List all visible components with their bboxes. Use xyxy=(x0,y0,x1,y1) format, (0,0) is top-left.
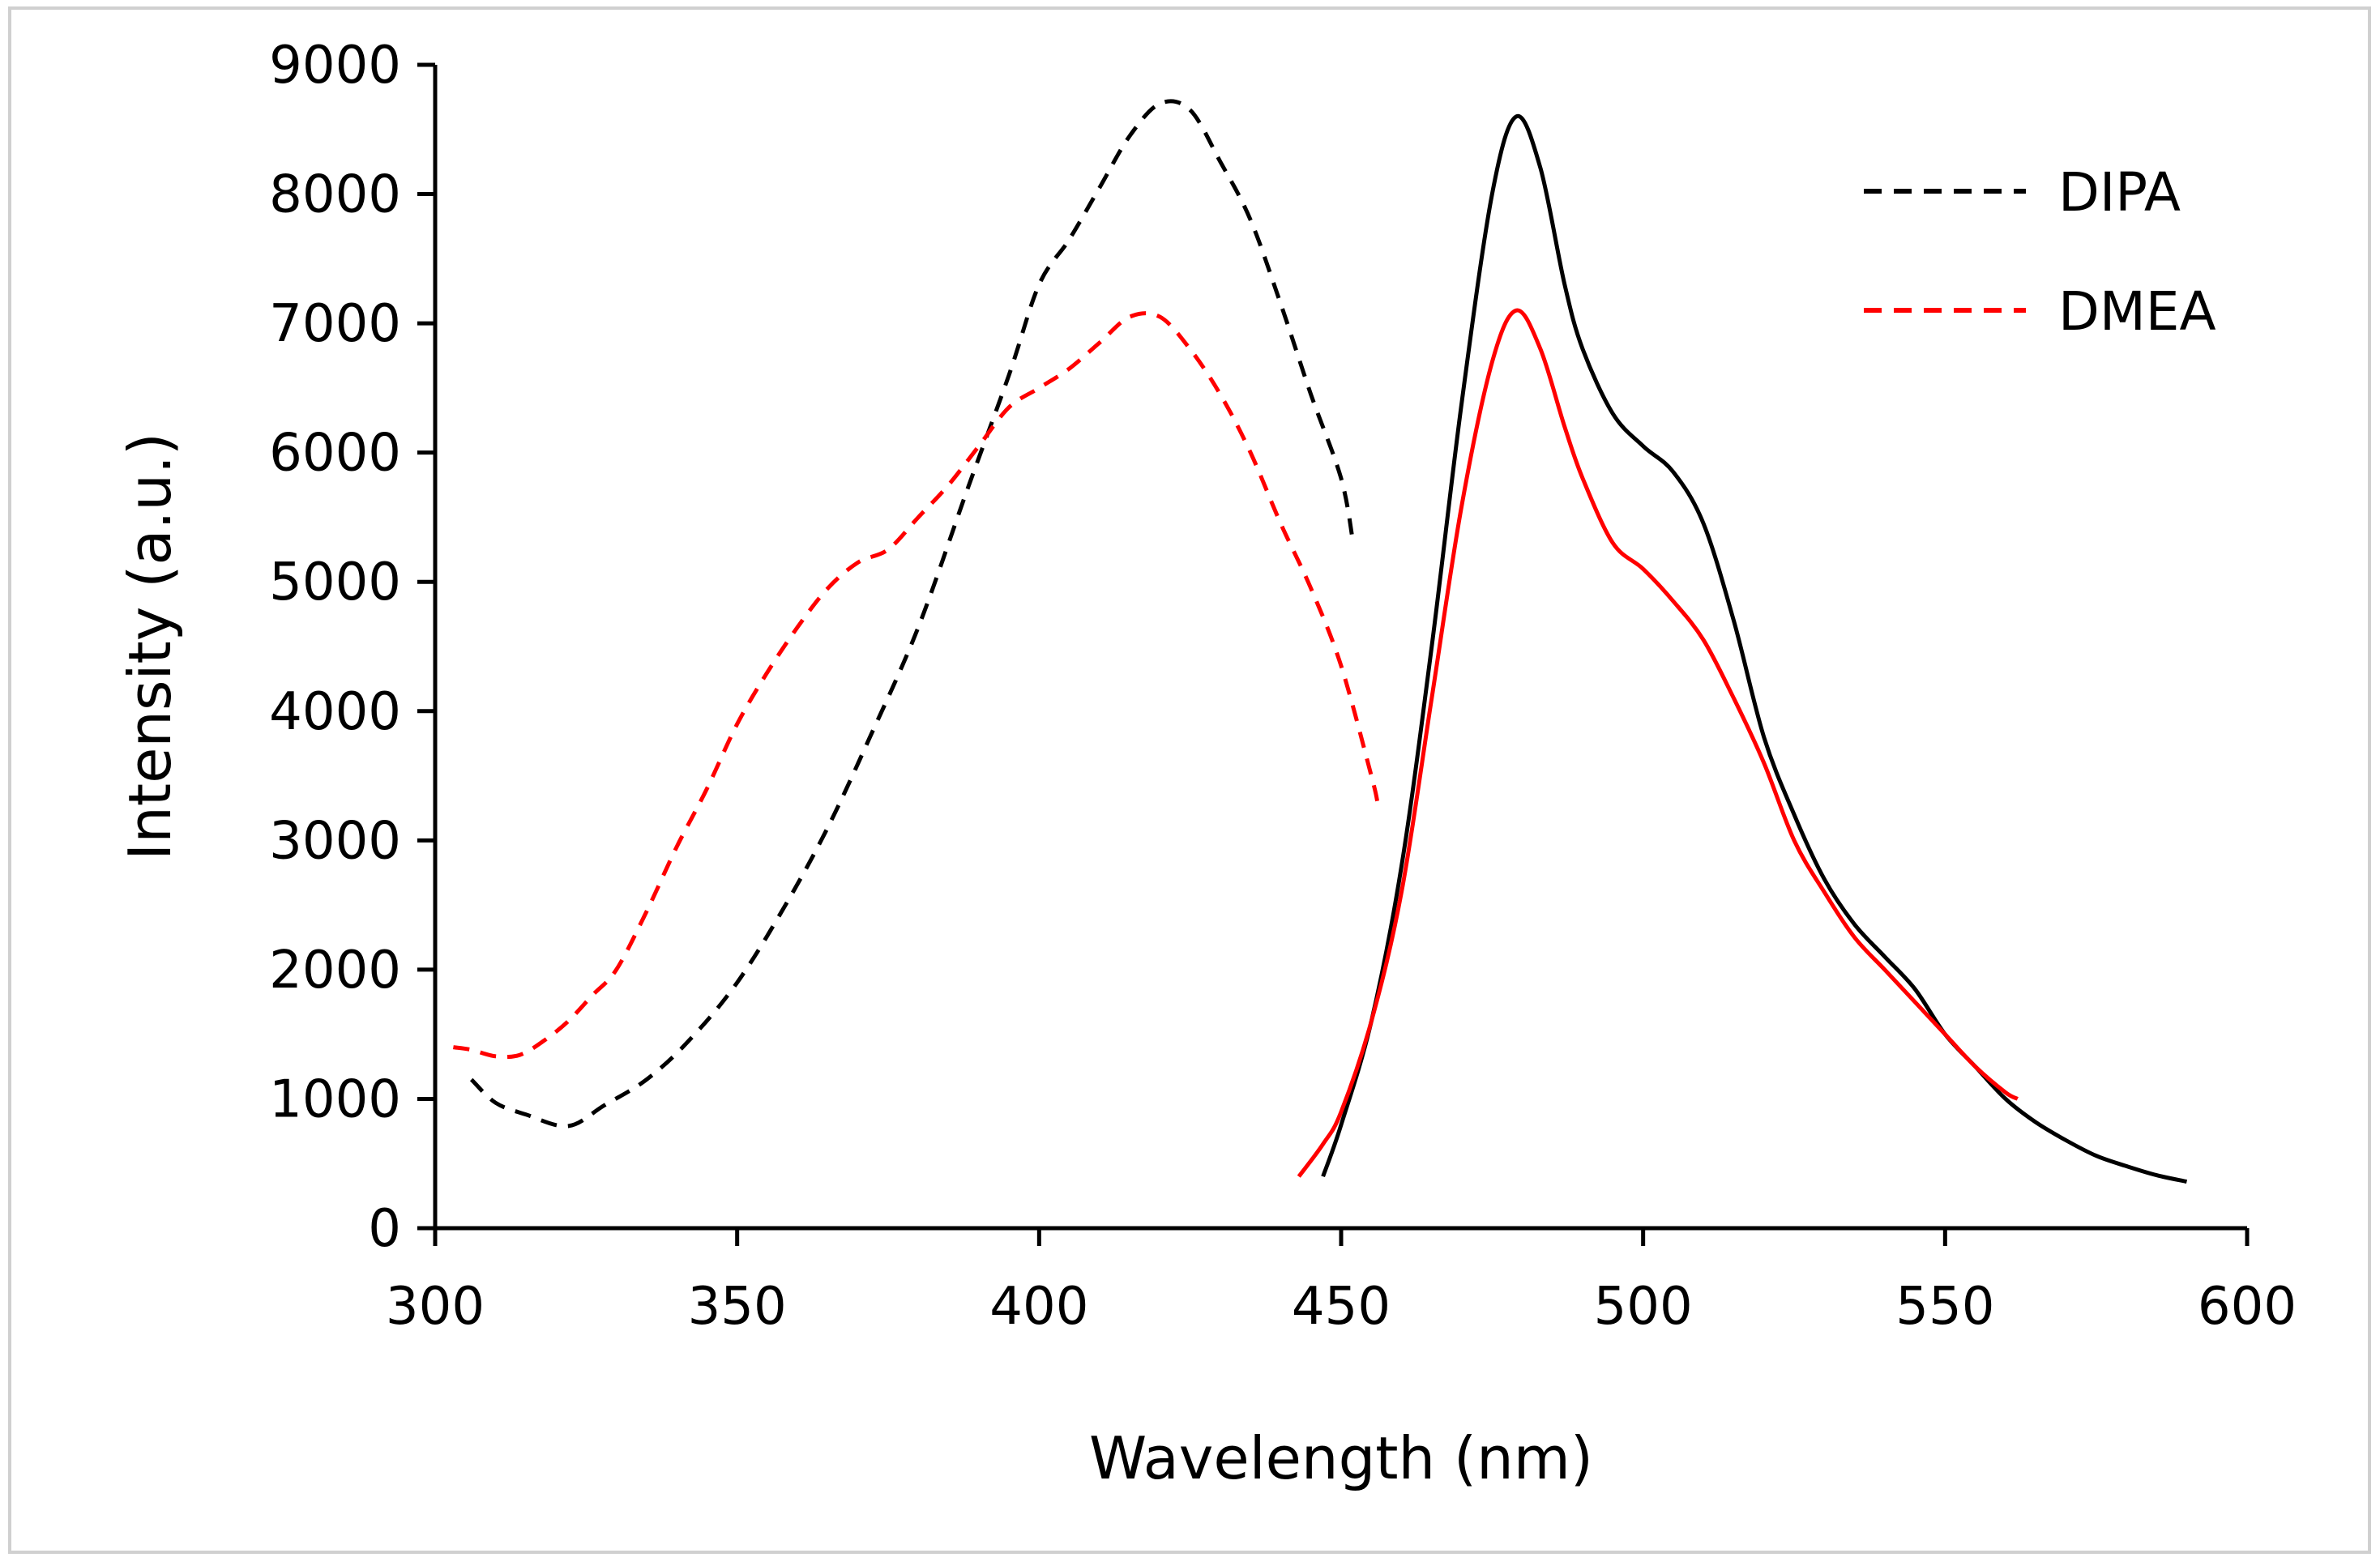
series-line-dipa-emission xyxy=(1321,113,2188,1184)
x-tick-label: 450 xyxy=(1292,1277,1391,1337)
y-tick-label: 7000 xyxy=(269,294,401,354)
y-tick-label: 1000 xyxy=(269,1069,401,1129)
y-tick-label: 6000 xyxy=(269,424,401,484)
x-tick-label: 550 xyxy=(1895,1277,1994,1337)
x-axis-title: Wavelength (nm) xyxy=(1089,1424,1593,1492)
series-line-dmea-excitation xyxy=(453,311,1380,1060)
y-tick-label: 8000 xyxy=(269,165,401,225)
y-axis-title: Intensity (a.u.) xyxy=(116,433,184,860)
legend-label-dmea: DMEA xyxy=(2058,280,2216,343)
y-tick-label: 0 xyxy=(368,1199,401,1259)
x-tick-label: 400 xyxy=(989,1277,1088,1337)
x-tick-label: 500 xyxy=(1594,1277,1693,1337)
y-axis-ticks: 0 1000 2000 3000 4000 5000 6000 7000 8000 9000 xyxy=(269,36,435,1259)
legend: DIPA DMEA xyxy=(1864,161,2216,343)
y-tick-label: 3000 xyxy=(269,811,401,871)
x-tick-label: 600 xyxy=(2198,1277,2297,1337)
series-line-dipa-excitation xyxy=(469,99,1356,1129)
y-tick-label: 9000 xyxy=(269,36,401,96)
series-layer xyxy=(453,99,2188,1184)
series-line-dmea-emission xyxy=(1297,308,2019,1178)
x-tick-label: 300 xyxy=(386,1277,485,1337)
x-tick-label: 350 xyxy=(688,1277,787,1337)
y-tick-label: 2000 xyxy=(269,941,401,1001)
x-axis-ticks: 300 350 400 450 500 550 600 xyxy=(386,1228,2297,1337)
y-tick-label: 5000 xyxy=(269,553,401,612)
legend-label-dipa: DIPA xyxy=(2058,161,2181,224)
figure-border xyxy=(8,6,2371,1554)
y-tick-label: 4000 xyxy=(269,682,401,742)
